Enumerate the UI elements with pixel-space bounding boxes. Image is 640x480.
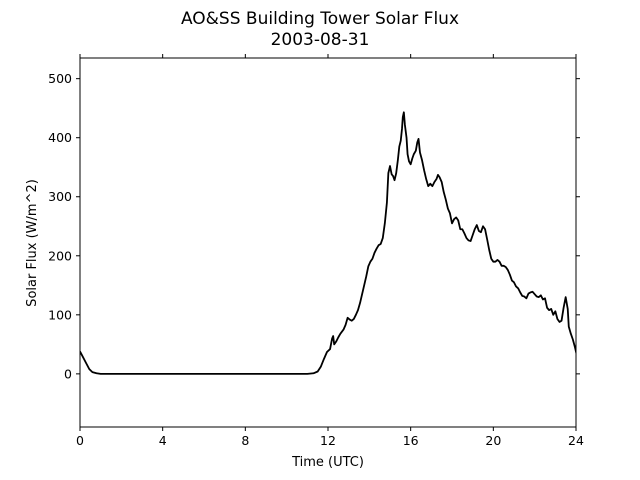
x-tick-label: 4: [159, 433, 167, 448]
x-axis: 0 4 8 12 16 20 24: [76, 54, 584, 448]
y-tick-label: 500: [48, 71, 72, 86]
x-tick-label: 16: [403, 433, 419, 448]
chart-subtitle: 2003-08-31: [271, 30, 370, 50]
y-tick-label: 200: [48, 248, 72, 263]
y-tick-label: 300: [48, 189, 72, 204]
y-axis: 0 100 200 300 400 500: [48, 71, 580, 381]
y-axis-label: Solar Flux (W/m^2): [25, 179, 40, 307]
x-axis-label: Time (UTC): [291, 455, 364, 470]
y-tick-label: 0: [64, 366, 72, 381]
chart-title: AO&SS Building Tower Solar Flux: [181, 9, 459, 29]
plot-frame: [79, 57, 577, 428]
x-tick-label: 8: [241, 433, 249, 448]
x-tick-label: 24: [568, 433, 584, 448]
x-tick-label: 12: [320, 433, 336, 448]
plot-area: [79, 57, 577, 428]
x-tick-label: 0: [76, 433, 84, 448]
y-tick-label: 100: [48, 307, 72, 322]
series-line-0: [80, 111, 576, 375]
y-tick-label: 400: [48, 130, 72, 145]
x-tick-label: 20: [485, 433, 501, 448]
